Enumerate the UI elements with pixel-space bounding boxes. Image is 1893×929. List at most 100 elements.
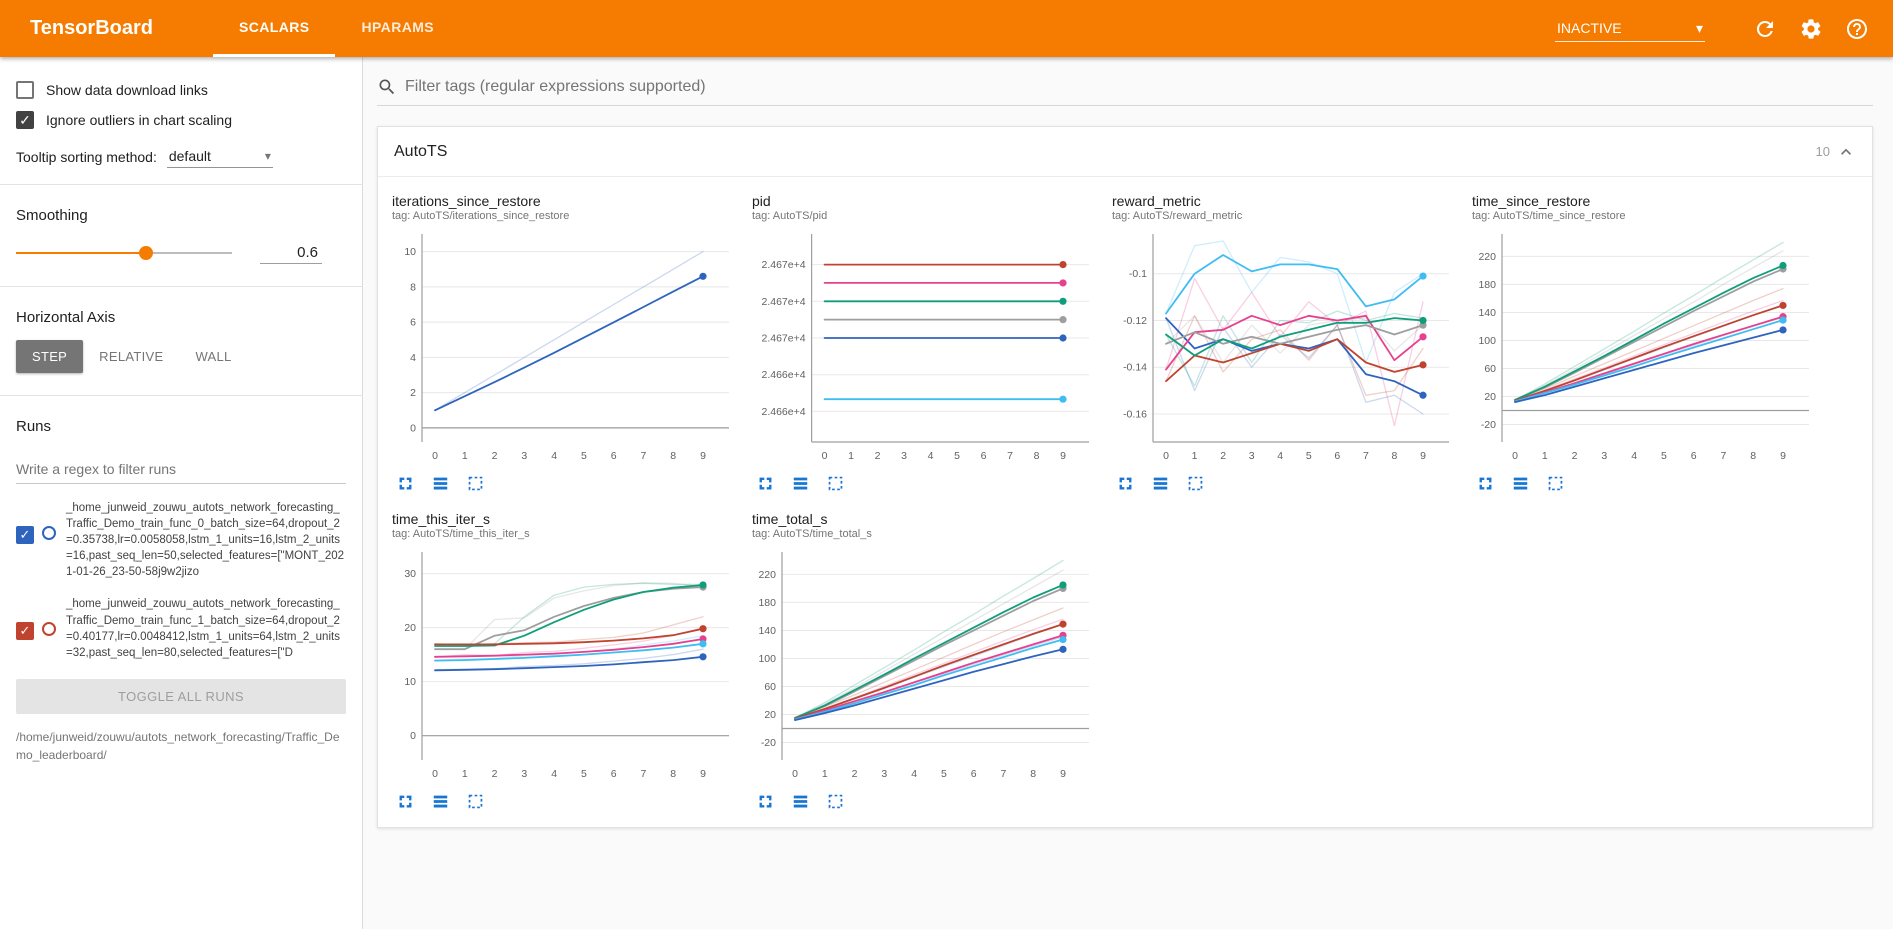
svg-text:9: 9 [700,450,706,462]
svg-text:4: 4 [911,768,917,780]
toggle-y-axis-icon[interactable] [431,474,450,493]
svg-text:7: 7 [641,768,647,780]
chart-title: reward_metric [1112,193,1201,209]
svg-text:3: 3 [1601,450,1607,462]
chart-plot[interactable]: 0 2 4 6 8 10 0 1 2 3 4 5 6 7 8 9 [392,224,737,470]
svg-text:6: 6 [1691,450,1697,462]
fit-domain-icon[interactable] [1546,474,1565,493]
svg-text:6: 6 [611,450,617,462]
svg-text:2: 2 [410,387,416,399]
toggle-y-axis-icon[interactable] [1511,474,1530,493]
svg-text:180: 180 [1478,279,1496,291]
svg-text:2.467e+4: 2.467e+4 [762,259,806,271]
chart-plot[interactable]: 2.467e+4 2.467e+4 2.467e+4 2.466e+4 2.466e+4… [752,224,1097,470]
tooltip-sorting-label: Tooltip sorting method: [16,148,157,165]
svg-text:-20: -20 [761,737,776,749]
run-item[interactable]: ✓ _home_junweid_zouwu_autots_network_for… [16,596,346,660]
toggle-y-axis-icon[interactable] [1151,474,1170,493]
chart-plot[interactable]: -20 20 60 100 140 180 220 0 1 2 3 4 5 6 7 8 9 [1472,224,1817,470]
chart-tag: tag: AutoTS/iterations_since_restore [392,210,570,222]
tab-scalars[interactable]: SCALARS [212,0,336,57]
svg-text:9: 9 [700,768,706,780]
axis-step-button[interactable]: STEP [16,340,84,373]
svg-text:8: 8 [670,768,676,780]
reload-status-dropdown[interactable]: INACTIVE ▾ [1555,16,1705,42]
smoothing-slider[interactable] [16,245,232,261]
expand-chart-icon[interactable] [756,792,775,811]
run-color-circle-icon[interactable] [42,526,56,540]
axis-wall-button[interactable]: WALL [179,340,247,373]
svg-text:20: 20 [404,622,416,634]
run-checkbox-icon[interactable]: ✓ [16,526,34,544]
svg-text:-0.14: -0.14 [1123,362,1147,374]
svg-text:4: 4 [928,450,934,462]
svg-text:5: 5 [581,768,587,780]
fit-domain-icon[interactable] [826,792,845,811]
svg-text:2: 2 [875,450,881,462]
expand-chart-icon[interactable] [396,792,415,811]
tab-hparams[interactable]: HPARAMS [361,19,435,35]
expand-chart-icon[interactable] [1476,474,1495,493]
toggle-y-axis-icon[interactable] [791,474,810,493]
svg-text:30: 30 [404,568,416,580]
svg-text:5: 5 [581,450,587,462]
svg-text:0: 0 [432,450,438,462]
run-color-circle-icon[interactable] [42,622,56,637]
svg-text:7: 7 [1007,450,1013,462]
run-checkbox-icon[interactable]: ✓ [16,622,34,641]
svg-text:1: 1 [462,450,468,462]
svg-text:10: 10 [404,676,416,688]
chart-plot[interactable]: -0.1 -0.12 -0.14 -0.16 0 1 2 3 4 5 6 7 8 9 [1112,224,1457,470]
option-checkbox-row[interactable]: Show data download links [16,81,346,99]
svg-text:6: 6 [611,768,617,780]
svg-text:140: 140 [758,625,776,637]
autots-card-header[interactable]: AutoTS 10 [378,127,1872,177]
option-checkbox-row[interactable]: ✓ Ignore outliers in chart scaling [16,111,346,129]
run-item[interactable]: ✓ _home_junweid_zouwu_autots_network_for… [16,500,346,580]
svg-text:6: 6 [410,317,416,329]
svg-text:8: 8 [410,281,416,293]
svg-text:3: 3 [521,450,527,462]
fit-domain-icon[interactable] [466,474,485,493]
chevron-down-icon: ▾ [1695,19,1703,36]
checkbox-icon[interactable]: ✓ [16,111,34,129]
runs-filter-input[interactable] [16,455,346,484]
fit-domain-icon[interactable] [826,474,845,493]
svg-text:100: 100 [758,653,776,665]
settings-gear-icon[interactable] [1799,17,1823,41]
expand-chart-icon[interactable] [1116,474,1135,493]
expand-chart-icon[interactable] [396,474,415,493]
chart-plot[interactable]: 0 10 20 30 0 1 2 3 4 5 6 7 8 9 [392,542,737,788]
tooltip-sorting-select[interactable]: default ▾ [166,145,273,168]
chart-card: time_since_restore tag: AutoTS/time_sinc… [1472,193,1824,493]
checkbox-icon[interactable] [16,81,34,99]
svg-text:180: 180 [758,597,776,609]
toggle-y-axis-icon[interactable] [431,792,450,811]
svg-text:8: 8 [1030,768,1036,780]
chevron-up-icon[interactable] [1836,142,1856,162]
search-icon [379,79,395,95]
svg-text:4: 4 [1631,450,1637,462]
svg-text:9: 9 [1060,768,1066,780]
settings-sidebar: Show data download links ✓ Ignore outlie… [0,57,363,929]
smoothing-value[interactable]: 0.6 [260,242,322,264]
status-value: INACTIVE [1557,20,1622,36]
fit-domain-icon[interactable] [466,792,485,811]
expand-chart-icon[interactable] [756,474,775,493]
general-options-section: Show data download links ✓ Ignore outlie… [0,57,362,185]
tag-filter-input[interactable] [405,78,1873,96]
refresh-icon[interactable] [1753,17,1777,41]
chart-title: iterations_since_restore [392,193,541,209]
chart-plot[interactable]: -20 20 60 100 140 180 220 0 1 2 3 4 5 6 7 8 9 [752,542,1097,788]
svg-text:6: 6 [981,450,987,462]
toggle-all-runs-button[interactable]: TOGGLE ALL RUNS [16,678,346,714]
fit-domain-icon[interactable] [1186,474,1205,493]
svg-text:140: 140 [1478,307,1496,319]
svg-text:6: 6 [971,768,977,780]
slider-thumb[interactable] [138,246,153,260]
help-icon[interactable] [1845,17,1869,41]
toggle-y-axis-icon[interactable] [791,792,810,811]
axis-relative-button[interactable]: RELATIVE [83,340,179,373]
svg-text:1: 1 [1542,450,1548,462]
svg-text:0: 0 [432,768,438,780]
